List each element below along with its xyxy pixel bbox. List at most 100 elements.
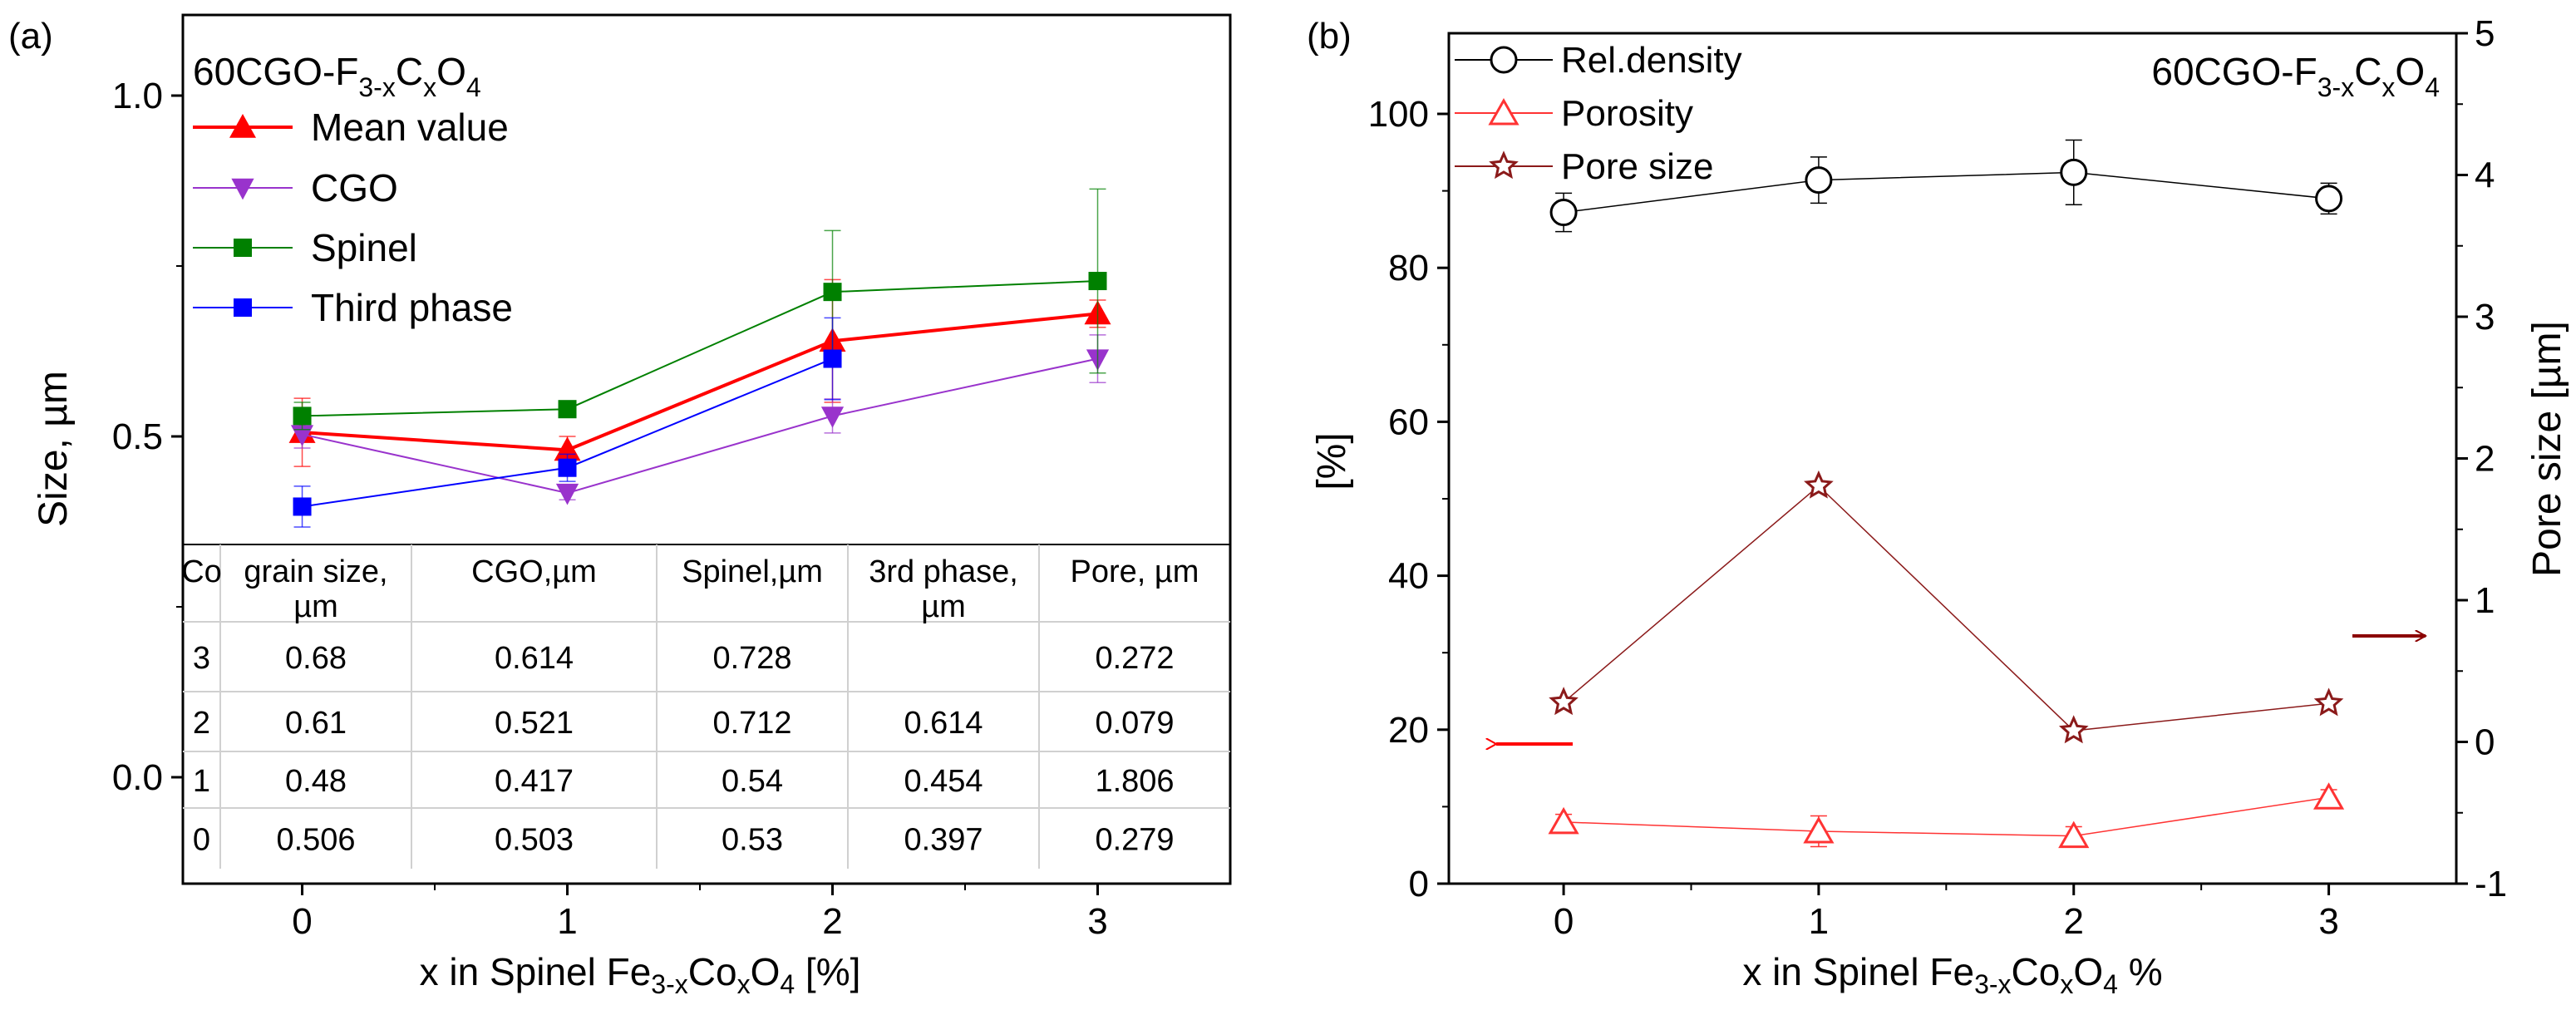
table-cell: 0.506: [276, 823, 355, 858]
data-point: [2312, 782, 2345, 810]
table-cell: 0.712: [712, 706, 791, 741]
series-porosity: [1548, 782, 2345, 849]
legend-marker: [1488, 97, 1519, 126]
legend-label: Spinel: [311, 226, 417, 269]
y-tick-label: 100: [1368, 94, 1429, 135]
table-cell: 0.454: [904, 764, 983, 799]
data-point: [823, 283, 842, 302]
x-tick-label: 2: [822, 901, 842, 942]
panel-b-ylabel: [%]: [1310, 432, 1354, 490]
panel-b: (b) 0 20 40 60 80 100 -1 0 1 2 3 4 5 0 1 2 3 [%] Pore si…: [1307, 13, 2569, 999]
panel-a-title: 60CGO-F3-xCxO4: [193, 50, 481, 102]
table-header-line: grain size,: [244, 554, 387, 589]
x-tick-label: 1: [557, 901, 577, 942]
data-point: [2058, 820, 2090, 849]
legend-marker: [229, 114, 256, 138]
x-tick-label: 0: [292, 901, 312, 942]
table-header-line: Spinel,µm: [682, 554, 823, 589]
legend-marker: [234, 298, 252, 317]
y-tick-label: 0.0: [112, 757, 163, 798]
y2-tick-label: 0: [2475, 722, 2495, 763]
table-cell: 1: [193, 764, 210, 799]
table-header-line: CGO,µm: [471, 554, 597, 589]
table-cell: 0.53: [722, 823, 783, 858]
table-cell: 0.614: [904, 706, 983, 741]
table-cell: 0.417: [495, 764, 574, 799]
panel-b-xlabel: x in Spinel Fe3-xCoxO4 %: [1742, 950, 2162, 999]
table-cell: 0.54: [722, 764, 783, 799]
table-header-line: µm: [293, 589, 338, 624]
series-line: [302, 312, 1098, 452]
data-point: [1548, 806, 1579, 835]
data-point: [2315, 185, 2343, 213]
table-cell: 0.397: [904, 823, 983, 858]
x-tick-label: 0: [1554, 901, 1574, 942]
data-point: [293, 406, 312, 426]
data-point: [1804, 470, 1834, 499]
table-header: Pore, µm: [1071, 554, 1199, 589]
panel-a-label: (a): [8, 16, 53, 57]
x-tick-label: 3: [1087, 901, 1107, 942]
data-point: [2060, 158, 2088, 186]
y2-tick-label: 4: [2475, 155, 2495, 196]
y-tick-label: 1.0: [112, 76, 163, 116]
data-point: [558, 400, 577, 419]
data-point: [1088, 272, 1107, 291]
table-cell: 0.68: [285, 641, 347, 676]
table-header: Co: [181, 554, 222, 589]
legend-label: Third phase: [311, 286, 513, 329]
y2-tick-label: 3: [2475, 297, 2495, 337]
data-point: [2313, 687, 2344, 717]
table-cell: 0.503: [495, 823, 574, 858]
series-line: [302, 280, 1098, 417]
data-point: [1549, 199, 1578, 227]
y-tick-label: 0.5: [112, 416, 163, 457]
y2-tick-label: 2: [2475, 439, 2495, 480]
series-cgo: [290, 334, 1110, 505]
legend-marker: [1490, 46, 1518, 74]
panel-b-y2label: Pore size [µm]: [2525, 321, 2569, 577]
panel-a-xlabel: x in Spinel Fe3-xCoxO4 [%]: [420, 950, 861, 999]
panel-a-legend: 60CGO-F3-xCxO4 Mean value CGO Spinel Third …: [193, 50, 513, 329]
data-point: [1549, 687, 1579, 716]
table-cell: 0.272: [1095, 641, 1174, 676]
table-header: CGO,µm: [471, 554, 597, 589]
panel-b-axes: 0 20 40 60 80 100 -1 0 1 2 3 4 5 0 1 2 3: [1368, 13, 2508, 942]
table-cell: 0.079: [1095, 706, 1174, 741]
series-line: [1564, 796, 2329, 837]
legend-label: Rel.density: [1561, 40, 1742, 81]
table-cell: 0.279: [1095, 823, 1174, 858]
panel-a-plot-frame: [181, 13, 1232, 885]
table-cell: 0: [193, 823, 210, 858]
series-spinel: [293, 188, 1107, 431]
table-header-line: Co: [181, 554, 222, 589]
table-header-line: 3rd phase,: [869, 554, 1018, 589]
series-line: [302, 357, 1098, 495]
data-point: [555, 483, 579, 505]
panel-b-legend: Rel.density Porosity Pore size: [1455, 40, 1742, 187]
legend-label: Porosity: [1561, 93, 1693, 134]
data-point: [293, 497, 312, 516]
data-point: [1805, 166, 1833, 195]
legend-label: Pore size: [1561, 146, 1713, 187]
y-tick-label: 80: [1388, 248, 1429, 288]
y2-tick-label: -1: [2475, 864, 2507, 904]
legend-label: Mean value: [311, 106, 509, 149]
panel-a-series: [288, 188, 1111, 528]
table-header: grain size, µm: [244, 554, 387, 624]
panel-a-axes: 0.0 0.5 1.0 0 1 2 3: [112, 76, 1108, 942]
series-third-phase: [293, 317, 842, 528]
table-cell: 0.48: [285, 764, 347, 799]
panel-a-ylabel: Size, µm: [32, 371, 76, 527]
data-point: [2058, 715, 2089, 744]
table-header-line: µm: [921, 589, 966, 624]
table-cell: 0.521: [495, 706, 574, 741]
series-pore-size: [1549, 470, 2344, 744]
table-cell: 0.728: [712, 641, 791, 676]
data-point: [823, 349, 842, 368]
table-header: 3rd phase, µm: [869, 554, 1018, 624]
data-point: [820, 406, 845, 428]
data-point: [1803, 816, 1835, 844]
table-cell: 0.61: [285, 706, 347, 741]
y-tick-label: 0: [1409, 864, 1429, 904]
